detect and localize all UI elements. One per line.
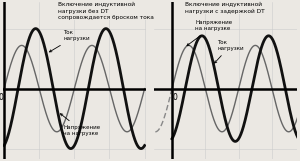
Text: Ток
нагрузки: Ток нагрузки (214, 40, 244, 63)
Text: Ток
нагрузки: Ток нагрузки (50, 30, 90, 52)
Text: Включение индуктивной
нагрузки без DT
сопровождается броском тока: Включение индуктивной нагрузки без DT со… (58, 2, 153, 20)
Text: Напряжение
на нагрузке: Напряжение на нагрузке (60, 114, 100, 136)
Text: 0: 0 (0, 93, 4, 102)
Text: Напряжение
на нагрузке: Напряжение на нагрузке (187, 20, 232, 46)
Text: 0: 0 (172, 93, 177, 102)
Text: Включение индуктивной
нагрузки с задержкой DT: Включение индуктивной нагрузки с задержк… (185, 2, 265, 14)
